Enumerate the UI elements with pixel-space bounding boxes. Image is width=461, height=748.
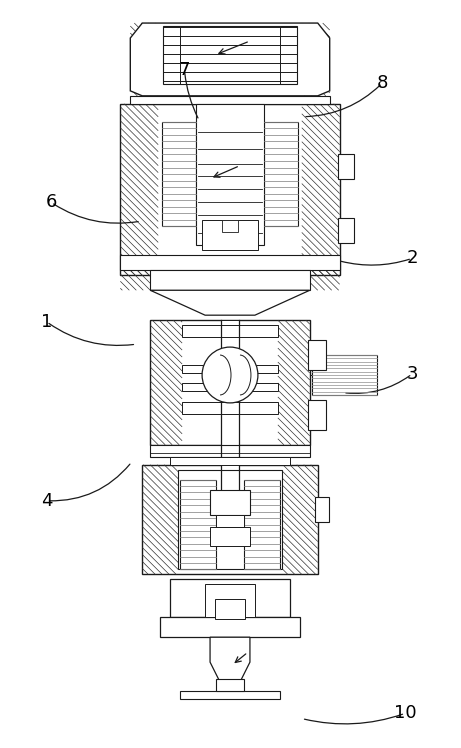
Bar	[180, 691, 280, 699]
Bar	[170, 457, 290, 465]
Polygon shape	[210, 637, 250, 682]
Bar	[210, 527, 250, 547]
Bar	[222, 221, 238, 233]
Bar	[308, 400, 326, 430]
Polygon shape	[130, 23, 330, 96]
Bar	[120, 255, 340, 270]
Bar	[221, 320, 239, 524]
Bar	[150, 290, 310, 315]
Bar	[182, 402, 278, 414]
Bar	[150, 445, 310, 457]
Bar	[215, 599, 245, 619]
Bar	[163, 26, 297, 84]
Bar	[216, 679, 244, 691]
Text: 7: 7	[179, 61, 190, 79]
Bar	[150, 270, 310, 290]
Bar	[216, 515, 244, 527]
Bar	[170, 580, 290, 617]
Bar	[205, 584, 255, 617]
Bar	[312, 355, 377, 395]
Text: 6: 6	[46, 194, 57, 212]
Bar	[142, 465, 318, 574]
Text: 1: 1	[41, 313, 53, 331]
Bar	[202, 221, 258, 251]
Bar	[337, 218, 354, 243]
Bar	[337, 153, 354, 179]
Text: 2: 2	[406, 249, 418, 267]
Bar	[315, 497, 329, 521]
Text: 8: 8	[377, 74, 388, 92]
Bar	[308, 340, 326, 370]
Polygon shape	[150, 290, 310, 315]
Bar	[182, 365, 278, 373]
Bar	[180, 479, 216, 569]
Bar	[244, 479, 280, 569]
Bar	[210, 490, 250, 515]
Bar	[150, 320, 310, 445]
Bar	[178, 470, 282, 569]
Text: 4: 4	[41, 491, 53, 510]
Bar	[180, 26, 280, 84]
Circle shape	[202, 347, 258, 403]
Bar	[196, 104, 264, 245]
Bar	[162, 122, 196, 227]
Bar	[160, 617, 300, 637]
Text: 3: 3	[406, 365, 418, 383]
Bar	[264, 122, 298, 227]
Bar	[182, 383, 278, 391]
Bar	[130, 96, 330, 104]
Bar	[182, 325, 278, 337]
Bar	[120, 104, 340, 275]
Text: 10: 10	[394, 705, 416, 723]
